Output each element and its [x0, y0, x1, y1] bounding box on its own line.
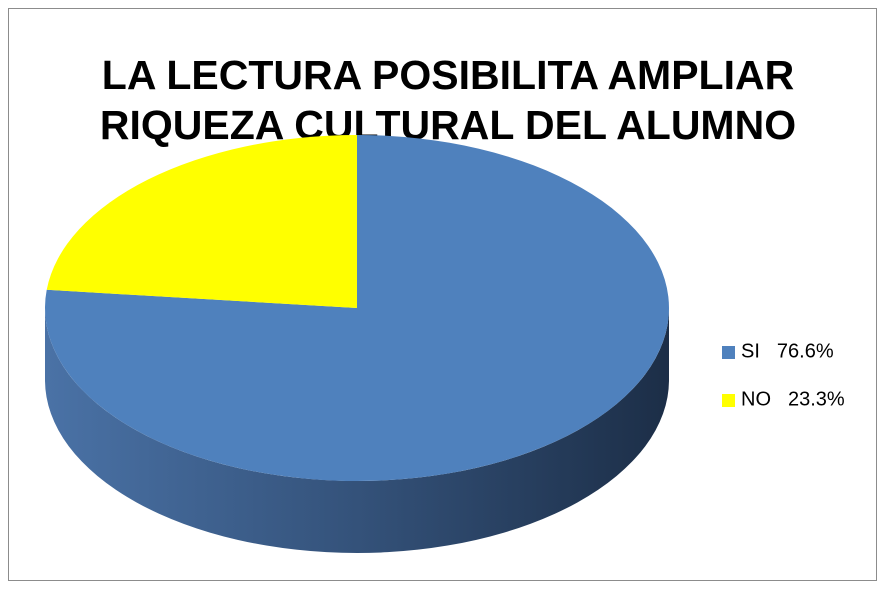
pie — [45, 135, 670, 553]
legend-swatch — [722, 346, 735, 359]
legend-swatch — [722, 394, 735, 407]
pie-side — [45, 308, 669, 553]
pie-slice — [46, 135, 358, 308]
chart-title: LA LECTURA POSIBILITA AMPLIAR — [102, 52, 794, 98]
legend-label: SI — [741, 340, 760, 362]
chart-title: RIQUEZA CULTURAL DEL ALUMNO — [100, 102, 796, 148]
legend-value: 23.3% — [788, 388, 845, 410]
legend-label: NO — [741, 388, 771, 410]
pie-slice — [45, 135, 670, 481]
legend-value: 76.6% — [777, 340, 834, 362]
legend: SI 76.6% NO 23.3% — [722, 340, 845, 410]
